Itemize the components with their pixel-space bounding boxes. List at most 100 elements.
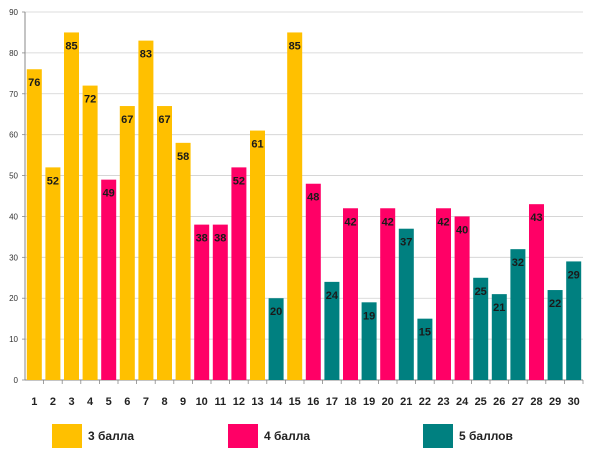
x-tick-label-10: 10 (196, 396, 208, 408)
x-tick-label-30: 30 (568, 396, 580, 408)
x-tick-label-15: 15 (289, 396, 301, 408)
data-label-10: 38 (196, 233, 208, 245)
x-tick-label-16: 16 (307, 396, 319, 408)
data-label-1: 76 (28, 77, 40, 89)
data-label-17: 24 (326, 290, 339, 302)
data-label-20: 42 (382, 216, 394, 228)
data-label-19: 19 (363, 310, 375, 322)
x-tick-label-11: 11 (214, 396, 226, 408)
bar-4 (82, 85, 98, 380)
x-tick-label-19: 19 (363, 396, 375, 408)
x-tick-label-4: 4 (87, 396, 94, 408)
bar-25 (473, 277, 489, 380)
bar-19 (361, 302, 377, 380)
legend-label-4: 4 балла (264, 429, 311, 443)
bar-7 (138, 40, 154, 380)
bar-24 (454, 216, 470, 380)
data-label-24: 40 (456, 224, 468, 236)
x-axis-ticks: 1 2 3 4 5 6 7 8 9 10 11 12 13 14 15 16 17 18 19 20 21 22 23 24 2… (31, 380, 584, 408)
y-tick-label: 20 (9, 294, 18, 303)
y-tick-label: 50 (9, 172, 18, 181)
y-tick-label: 30 (9, 253, 18, 262)
bar-13 (250, 130, 265, 380)
x-tick-label-23: 23 (437, 396, 449, 408)
bar-27 (510, 249, 526, 380)
x-tick-label-17: 17 (326, 396, 338, 408)
legend-label-5: 5 баллов (459, 429, 513, 443)
data-label-25: 25 (475, 286, 487, 298)
x-tick-label-12: 12 (233, 396, 245, 408)
bar-15 (287, 32, 303, 380)
x-tick-label-20: 20 (382, 396, 394, 408)
x-tick-label-6: 6 (124, 396, 130, 408)
legend-item-5: 5 баллов (423, 424, 513, 448)
x-tick-label-18: 18 (344, 396, 356, 408)
x-tick-label-2: 2 (50, 396, 56, 408)
bar-29 (547, 290, 563, 380)
bar-14 (268, 298, 284, 380)
legend-swatch-5 (423, 424, 453, 448)
data-label-15: 85 (289, 40, 301, 52)
bar-21 (398, 228, 414, 380)
data-label-5: 49 (103, 188, 115, 200)
y-tick-label: 10 (9, 335, 18, 344)
x-tick-label-21: 21 (400, 396, 412, 408)
y-tick-label: 70 (9, 90, 18, 99)
y-tick-label: 0 (14, 376, 19, 385)
bar-20 (380, 208, 396, 380)
x-tick-label-5: 5 (106, 396, 112, 408)
bar-9 (175, 142, 191, 380)
bar-23 (436, 208, 451, 380)
legend-label-3: 3 балла (88, 429, 135, 443)
bar-12 (231, 167, 247, 380)
x-tick-label-13: 13 (251, 396, 263, 408)
data-label-11: 38 (214, 233, 226, 245)
data-label-30: 29 (568, 269, 580, 281)
data-label-8: 67 (158, 114, 170, 126)
data-label-27: 32 (512, 257, 524, 269)
data-label-14: 20 (270, 306, 282, 318)
data-label-29: 22 (549, 298, 561, 310)
bar-11 (212, 224, 228, 380)
bar-30 (566, 261, 582, 380)
y-tick-label: 60 (9, 131, 18, 140)
gridlines (25, 11, 583, 340)
x-tick-label-7: 7 (143, 396, 149, 408)
bar-16 (305, 183, 321, 380)
x-tick-label-29: 29 (549, 396, 561, 408)
data-label-18: 42 (344, 216, 356, 228)
bar-1 (26, 69, 42, 380)
data-label-3: 85 (65, 40, 77, 52)
data-label-6: 67 (121, 114, 133, 126)
legend-item-3: 3 балла (52, 424, 134, 448)
bar-6 (119, 106, 135, 381)
y-tick-label: 40 (9, 212, 18, 221)
bar-28 (529, 204, 544, 380)
data-labels: 76 52 85 72 49 67 83 67 58 38 38 52 61 20 85 48 24 42 19 42… (28, 40, 580, 338)
data-label-22: 15 (419, 327, 431, 339)
data-label-13: 61 (251, 139, 263, 151)
data-label-2: 52 (47, 175, 59, 187)
bars (26, 32, 582, 381)
x-tick-label-27: 27 (512, 396, 524, 408)
data-label-4: 72 (84, 94, 96, 106)
bar-3 (64, 32, 79, 380)
legend-item-4: 4 балла (228, 424, 310, 448)
x-tick-label-1: 1 (31, 396, 37, 408)
bar-17 (324, 281, 340, 380)
y-axis-ticks: 0 10 20 30 40 50 60 70 80 90 (9, 8, 25, 385)
bar-26 (491, 294, 507, 380)
data-label-26: 21 (493, 302, 505, 314)
data-label-21: 37 (400, 237, 412, 249)
data-label-7: 83 (140, 49, 152, 61)
x-tick-label-24: 24 (456, 396, 469, 408)
legend-swatch-3 (52, 424, 82, 448)
bar-10 (194, 224, 210, 380)
bar-5 (101, 179, 117, 380)
x-tick-label-22: 22 (419, 396, 431, 408)
data-label-9: 58 (177, 151, 189, 163)
data-label-12: 52 (233, 175, 245, 187)
y-tick-label: 90 (9, 8, 18, 17)
x-tick-label-28: 28 (530, 396, 542, 408)
